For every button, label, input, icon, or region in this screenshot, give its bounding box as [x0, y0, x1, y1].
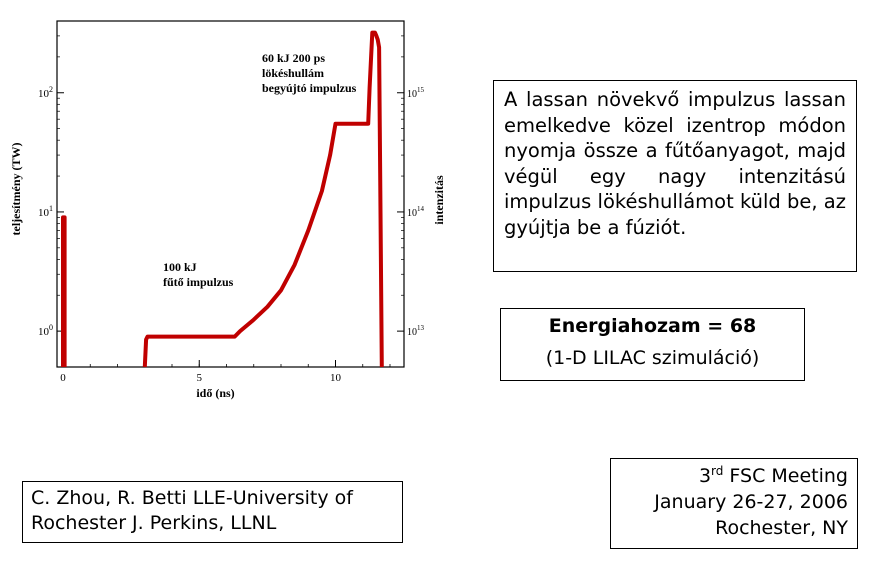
- pulse-series-line: [142, 30, 384, 368]
- meeting-box: 3rd FSC Meeting January 26-27, 2006 Roch…: [610, 458, 858, 549]
- x-tick-label: 10: [330, 372, 342, 384]
- y2-tick-label: 1015: [407, 86, 425, 100]
- x-axis-label: idő (ns): [196, 386, 234, 400]
- chart-annotation: 100 kJ fűtő impulzus: [163, 260, 234, 289]
- yield-box: Energiahozam = 68 (1-D LILAC szimuláció): [500, 308, 805, 381]
- meeting-name-line: 3rd FSC Meeting: [620, 463, 848, 489]
- chart-annotation: 60 kJ 200 ps lökéshullám begyújtó impulzus: [262, 51, 357, 95]
- y-tick-label: 101: [38, 204, 53, 219]
- plot-frame: [56, 20, 405, 368]
- authors-box: C. Zhou, R. Betti LLE-University of Roch…: [22, 481, 403, 543]
- y-tick-label: 102: [38, 85, 53, 100]
- meeting-ordinal-suffix: rd: [711, 464, 724, 478]
- y-tick-label: 100: [38, 323, 53, 338]
- meeting-ordinal: 3: [698, 465, 712, 487]
- meeting-place: Rochester, NY: [715, 517, 848, 539]
- x-tick-label: 0: [60, 372, 66, 384]
- y2-tick-label: 1013: [407, 324, 425, 338]
- meeting-name: FSC Meeting: [729, 465, 848, 487]
- meeting-date: January 26-27, 2006: [654, 491, 848, 513]
- pulse-series-line: [61, 215, 67, 367]
- yield-subtitle: (1-D LILAC szimuláció): [545, 347, 760, 369]
- yield-title: Energiahozam = 68: [548, 315, 757, 337]
- description-box: A lassan növekvő impulzus lassan emelked…: [493, 80, 857, 272]
- description-text: A lassan növekvő impulzus lassan emelked…: [504, 88, 846, 239]
- y2-axis-label: intenzitás: [432, 175, 446, 225]
- x-tick-label: 5: [197, 372, 203, 384]
- authors-text: C. Zhou, R. Betti LLE-University of Roch…: [31, 487, 353, 534]
- y2-tick-label: 1014: [407, 205, 425, 219]
- y-axis-label: teljesítmény (TW): [9, 143, 23, 236]
